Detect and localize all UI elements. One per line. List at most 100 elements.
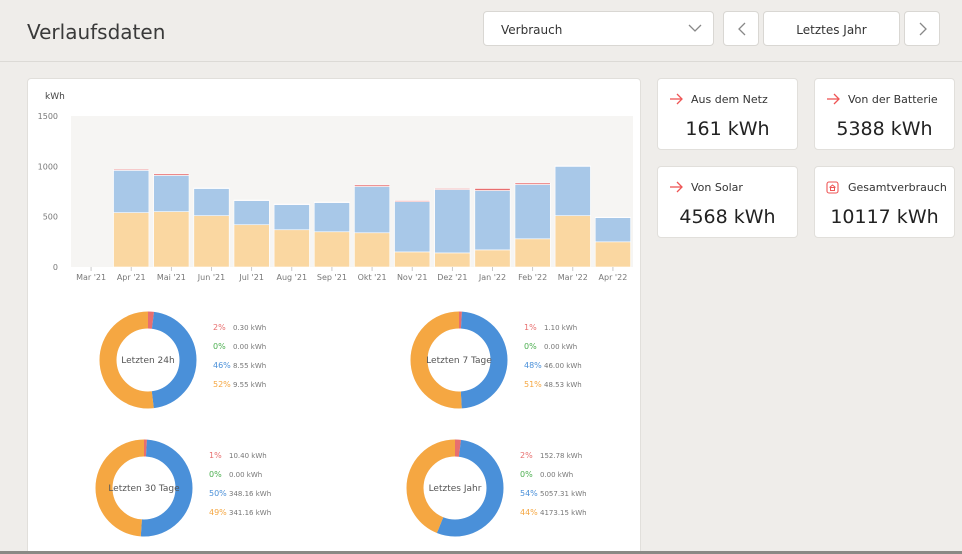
next-period-button[interactable] bbox=[904, 11, 940, 46]
bar-battery[interactable] bbox=[514, 184, 551, 240]
arrow-right-icon bbox=[827, 93, 840, 105]
x-tick-label: Jan '22 bbox=[478, 273, 506, 282]
previous-period-button[interactable] bbox=[723, 11, 759, 46]
x-tick-label: Apr '22 bbox=[599, 273, 628, 282]
bar-grid[interactable] bbox=[113, 169, 150, 171]
bar-solar[interactable] bbox=[514, 238, 551, 268]
bar-grid[interactable] bbox=[273, 203, 310, 205]
legend-percent: 1% bbox=[209, 451, 222, 460]
bar-battery[interactable] bbox=[153, 175, 190, 212]
bar-grid[interactable] bbox=[434, 188, 471, 190]
bar-grid[interactable] bbox=[594, 216, 631, 218]
bar-battery[interactable] bbox=[434, 189, 471, 254]
bar-grid[interactable] bbox=[554, 165, 591, 167]
legend-row: 1% 1.10 kWh bbox=[524, 323, 577, 332]
bar-battery[interactable] bbox=[273, 204, 310, 231]
legend-percent: 0% bbox=[213, 342, 226, 351]
bar-solar[interactable] bbox=[594, 241, 631, 268]
header: Verlaufsdaten Verbrauch Letztes Jahr bbox=[0, 0, 962, 62]
stat-label: Von der Batterie bbox=[848, 93, 938, 106]
bar-solar[interactable] bbox=[193, 215, 230, 268]
donut-slice-solar[interactable] bbox=[410, 311, 508, 409]
legend-percent: 50% bbox=[209, 489, 227, 498]
donut-slice-battery[interactable] bbox=[95, 439, 193, 537]
bar-battery[interactable] bbox=[594, 217, 631, 243]
legend-row: 46% 8.55 kWh bbox=[213, 361, 266, 370]
x-tick-label: Nov '21 bbox=[397, 273, 428, 282]
period-label[interactable]: Letztes Jahr bbox=[763, 11, 900, 46]
y-tick-label: 0 bbox=[53, 263, 58, 272]
bar-battery[interactable] bbox=[193, 188, 230, 216]
bar-grid[interactable] bbox=[193, 187, 230, 189]
stat-card-solar: Von Solar 4568 kWh bbox=[657, 166, 798, 238]
legend-value: 48.53 kWh bbox=[544, 381, 582, 389]
legend-value: 0.30 kWh bbox=[233, 324, 267, 332]
x-tick-label: Jul '21 bbox=[238, 273, 264, 282]
x-tick-label: Feb '22 bbox=[518, 273, 547, 282]
stat-card-total: Gesamtverbrauch 10117 kWh bbox=[814, 166, 955, 238]
bar-solar[interactable] bbox=[394, 251, 431, 268]
stat-label: Von Solar bbox=[691, 181, 743, 194]
bar-battery[interactable] bbox=[394, 201, 431, 253]
donut-slice-solar[interactable] bbox=[95, 439, 193, 537]
bar-solar[interactable] bbox=[233, 224, 270, 268]
legend-percent: 0% bbox=[524, 342, 537, 351]
bar-solar[interactable] bbox=[113, 212, 150, 268]
bar-battery[interactable] bbox=[354, 186, 391, 234]
donut-slice-battery[interactable] bbox=[410, 311, 508, 409]
stat-card-battery: Von der Batterie 5388 kWh bbox=[814, 78, 955, 150]
x-tick-label: Apr '21 bbox=[117, 273, 146, 282]
legend-percent: 2% bbox=[213, 323, 226, 332]
legend-percent: 1% bbox=[524, 323, 537, 332]
stat-label: Aus dem Netz bbox=[691, 93, 768, 106]
bar-solar[interactable] bbox=[153, 211, 190, 268]
donut-slice-battery[interactable] bbox=[406, 439, 504, 537]
bar-grid[interactable] bbox=[354, 184, 391, 187]
legend-value: 4173.15 kWh bbox=[540, 509, 587, 517]
bar-solar[interactable] bbox=[273, 229, 310, 268]
bar-solar[interactable] bbox=[474, 249, 511, 268]
page-title: Verlaufsdaten bbox=[27, 20, 166, 44]
donut-slice-solar[interactable] bbox=[99, 311, 197, 409]
legend-row: 51% 48.53 kWh bbox=[524, 380, 582, 389]
bar-solar[interactable] bbox=[354, 232, 391, 268]
data-type-select[interactable]: Verbrauch bbox=[483, 11, 714, 46]
legend-row: 2% 152.78 kWh bbox=[520, 451, 582, 460]
bar-grid[interactable] bbox=[474, 188, 511, 191]
x-tick-label: Dez '21 bbox=[437, 273, 467, 282]
arrow-right-icon bbox=[670, 93, 683, 105]
legend-value: 1.10 kWh bbox=[544, 324, 578, 332]
y-tick-label: 1500 bbox=[38, 112, 58, 121]
legend-value: 8.55 kWh bbox=[233, 362, 267, 370]
donut-slice-battery[interactable] bbox=[99, 311, 197, 409]
bar-grid[interactable] bbox=[514, 182, 551, 185]
chevron-down-icon bbox=[688, 24, 702, 32]
legend-percent: 0% bbox=[209, 470, 222, 479]
legend-value: 46.00 kWh bbox=[544, 362, 582, 370]
bar-solar[interactable] bbox=[554, 215, 591, 268]
x-tick-label: Mai '21 bbox=[157, 273, 186, 282]
legend-row: 0% 0.00 kWh bbox=[213, 342, 266, 351]
bar-solar[interactable] bbox=[313, 231, 350, 268]
bottom-divider bbox=[0, 551, 962, 554]
donut-slice-solar[interactable] bbox=[406, 439, 504, 537]
bar-grid[interactable] bbox=[233, 199, 270, 201]
bar-battery[interactable] bbox=[233, 200, 270, 226]
bar-solar[interactable] bbox=[434, 252, 471, 268]
bar-grid[interactable] bbox=[153, 173, 190, 176]
legend-row: 0% 0.00 kWh bbox=[520, 470, 573, 479]
donut-center-label: Letzten 24h bbox=[121, 356, 174, 366]
bar-battery[interactable] bbox=[554, 166, 591, 216]
x-tick-label: Sep '21 bbox=[317, 273, 347, 282]
legend-percent: 49% bbox=[209, 508, 227, 517]
chevron-right-icon bbox=[919, 22, 927, 36]
bar-battery[interactable] bbox=[474, 190, 511, 251]
bar-grid[interactable] bbox=[394, 200, 431, 202]
donut-center-label: Letztes Jahr bbox=[429, 484, 482, 494]
legend-percent: 52% bbox=[213, 380, 231, 389]
bar-battery[interactable] bbox=[313, 202, 350, 233]
legend-row: 0% 0.00 kWh bbox=[524, 342, 577, 351]
bar-battery[interactable] bbox=[113, 170, 150, 213]
bar-grid[interactable] bbox=[313, 201, 350, 203]
x-tick-label: Okt '21 bbox=[358, 273, 387, 282]
